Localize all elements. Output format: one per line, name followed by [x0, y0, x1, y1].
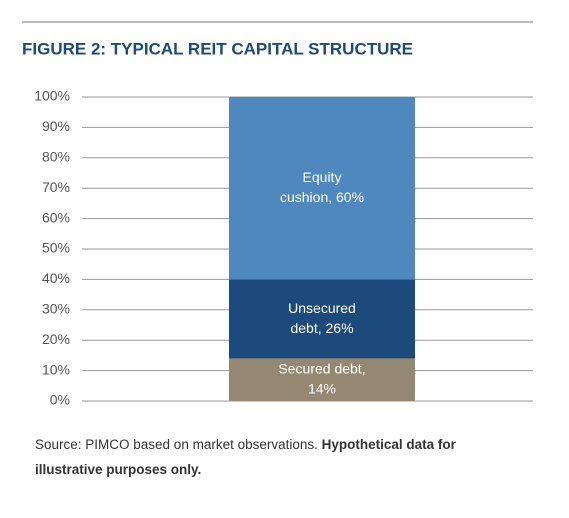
bar-segment [229, 279, 415, 359]
bar-segment [229, 97, 415, 280]
chart: FIGURE 2: TYPICAL REIT CAPITAL STRUCTURE… [22, 21, 533, 408]
data-label-line: Equity [303, 169, 342, 185]
y-tick-label: 30% [42, 301, 70, 317]
y-tick-label: 10% [42, 361, 70, 377]
y-tick-label: 80% [42, 149, 70, 165]
y-tick-label: 60% [42, 209, 70, 225]
data-label-line: Unsecured [288, 300, 356, 316]
y-tick-label: 100% [34, 88, 70, 104]
footnote: Source: PIMCO based on market observatio… [35, 432, 465, 482]
y-tick-label: 50% [42, 240, 70, 256]
source: Source: PIMCO based on market observatio… [35, 437, 318, 452]
data-label-line: Secured debt, [278, 360, 365, 376]
data-label-line: cushion, 60% [280, 189, 364, 205]
data-label-line: debt, 26% [290, 320, 353, 336]
bar-segment [229, 358, 415, 401]
chart-title: FIGURE 2: TYPICAL REIT CAPITAL STRUCTURE [22, 39, 413, 58]
y-tick-label: 70% [42, 179, 70, 195]
data-label: Secured debt, 14% [278, 360, 365, 396]
y-tick-label: 90% [42, 118, 70, 134]
data-label-line: 14% [308, 380, 336, 396]
note: Hypothetical data for illustrative purpo… [35, 437, 456, 477]
data-label: Equity cushion, 60% [280, 169, 364, 205]
y-tick-label: 20% [42, 331, 70, 347]
data-label: Unsecured debt, 26% [288, 300, 356, 336]
y-tick-label: 40% [42, 270, 70, 286]
y-tick-label: 0% [50, 392, 70, 408]
